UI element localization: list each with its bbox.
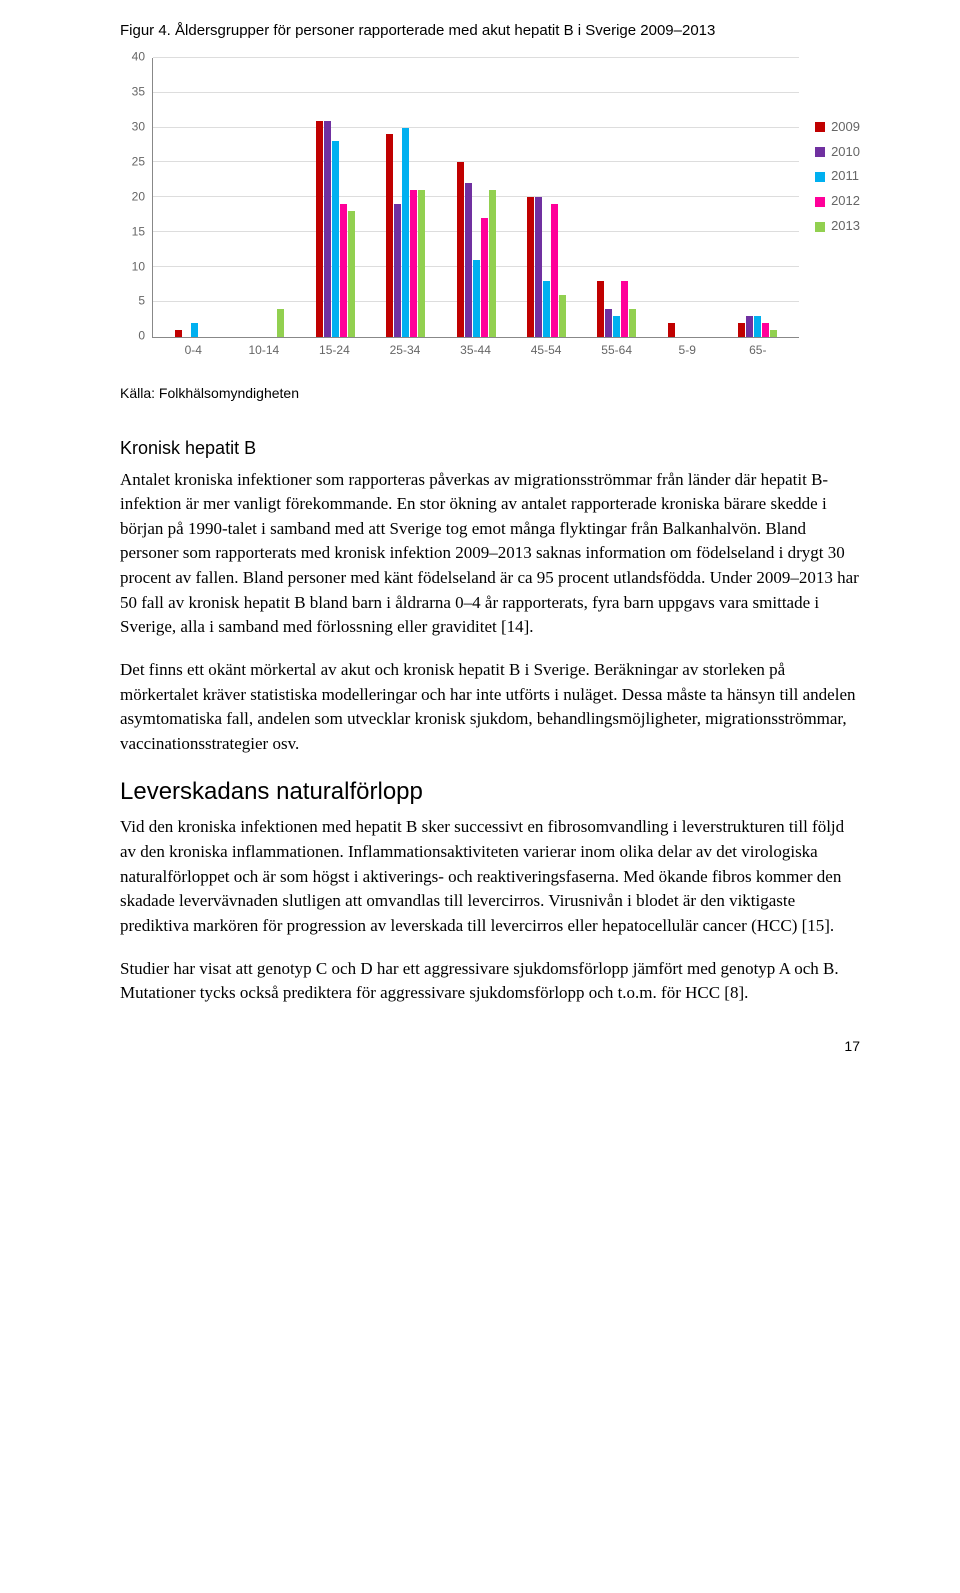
bar — [597, 281, 604, 337]
section-heading: Leverskadans naturalförlopp — [120, 775, 860, 810]
bar — [457, 162, 464, 336]
x-tick-label: 5-9 — [652, 342, 723, 359]
body-paragraph: Studier har visat att genotyp C och D ha… — [120, 957, 860, 1006]
y-tick-label: 10 — [132, 258, 145, 275]
bar — [481, 218, 488, 337]
legend-item: 2009 — [815, 118, 860, 137]
bar-chart: 0510152025303540 0-410-1415-2425-3435-44… — [120, 58, 860, 359]
bar — [386, 134, 393, 336]
y-tick-label: 20 — [132, 189, 145, 206]
y-tick-label: 30 — [132, 119, 145, 136]
legend-swatch — [815, 172, 825, 182]
bar-group — [597, 58, 637, 337]
legend-swatch — [815, 197, 825, 207]
bar — [754, 316, 761, 337]
legend-swatch — [815, 147, 825, 157]
bar-group — [526, 58, 566, 337]
legend-label: 2011 — [831, 167, 859, 186]
figure-caption: Figur 4. Åldersgrupper för personer rapp… — [120, 20, 860, 42]
sub-heading: Kronisk hepatit B — [120, 435, 860, 461]
bar-group — [315, 58, 355, 337]
bar — [738, 323, 745, 337]
bar — [613, 316, 620, 337]
legend-item: 2011 — [815, 167, 860, 186]
bar — [191, 323, 198, 337]
bar — [762, 323, 769, 337]
bar — [605, 309, 612, 337]
bar-group — [174, 58, 214, 337]
bar — [418, 190, 425, 336]
bar — [527, 197, 534, 337]
chart-plot: 0510152025303540 — [152, 58, 799, 338]
legend-item: 2010 — [815, 143, 860, 162]
bar — [402, 128, 409, 337]
body-paragraph: Det finns ett okänt mörkertal av akut oc… — [120, 658, 860, 757]
x-tick-label: 15-24 — [299, 342, 370, 359]
legend-swatch — [815, 122, 825, 132]
bar-group — [667, 58, 707, 337]
x-tick-label: 10-14 — [229, 342, 300, 359]
bar — [559, 295, 566, 337]
bar — [175, 330, 182, 337]
bar — [277, 309, 284, 337]
bar — [348, 211, 355, 337]
legend-label: 2010 — [831, 143, 860, 162]
bar — [324, 121, 331, 337]
x-tick-label: 35-44 — [440, 342, 511, 359]
y-tick-label: 15 — [132, 223, 145, 240]
legend-item: 2012 — [815, 192, 860, 211]
chart-legend: 2009 2010 2011 2012 2013 — [815, 118, 860, 242]
bar — [543, 281, 550, 337]
y-tick-label: 5 — [138, 293, 145, 310]
bar — [621, 281, 628, 337]
x-tick-label: 65- — [723, 342, 794, 359]
bar-group — [456, 58, 496, 337]
bar — [465, 183, 472, 336]
y-tick-label: 40 — [132, 49, 145, 66]
bar — [770, 330, 777, 337]
bar-group — [386, 58, 426, 337]
bar — [340, 204, 347, 337]
bar — [551, 204, 558, 337]
x-tick-label: 0-4 — [158, 342, 229, 359]
y-tick-label: 0 — [138, 328, 145, 345]
bar — [410, 190, 417, 336]
body-paragraph: Vid den kroniska infektionen med hepatit… — [120, 815, 860, 938]
bar — [473, 260, 480, 337]
x-tick-label: 45-54 — [511, 342, 582, 359]
legend-label: 2013 — [831, 217, 860, 236]
y-tick-label: 25 — [132, 154, 145, 171]
bar — [629, 309, 636, 337]
y-axis: 0510152025303540 — [121, 58, 149, 337]
bar — [535, 197, 542, 337]
bar-group — [738, 58, 778, 337]
source-note: Källa: Folkhälsomyndigheten — [120, 383, 860, 403]
x-tick-label: 55-64 — [581, 342, 652, 359]
y-tick-label: 35 — [132, 84, 145, 101]
body-paragraph: Antalet kroniska infektioner som rapport… — [120, 468, 860, 640]
bar — [489, 190, 496, 336]
legend-label: 2009 — [831, 118, 860, 137]
legend-swatch — [815, 222, 825, 232]
bar — [746, 316, 753, 337]
legend-label: 2012 — [831, 192, 860, 211]
chart-area: 0510152025303540 0-410-1415-2425-3435-44… — [120, 58, 799, 359]
bar — [394, 204, 401, 337]
x-axis-labels: 0-410-1415-2425-3435-4445-5455-645-965- — [152, 338, 799, 359]
legend-item: 2013 — [815, 217, 860, 236]
bar — [316, 121, 323, 337]
bar — [332, 141, 339, 336]
page-number: 17 — [120, 1036, 860, 1056]
bar — [668, 323, 675, 337]
bar-group — [245, 58, 285, 337]
x-tick-label: 25-34 — [370, 342, 441, 359]
